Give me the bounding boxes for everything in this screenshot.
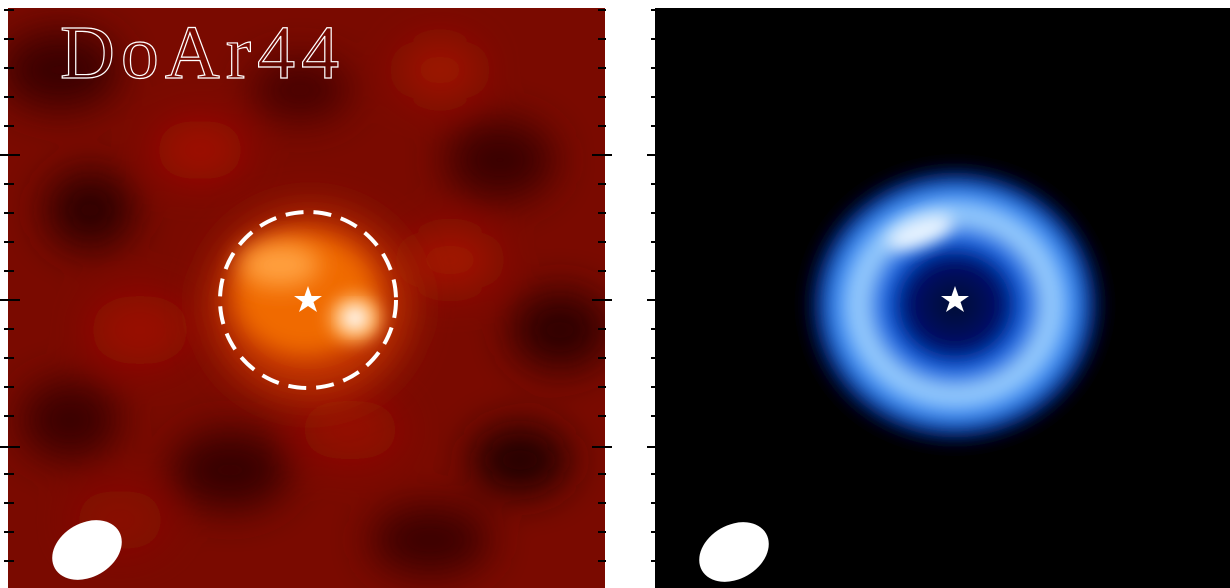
- left-panel: DoAr44: [0, 8, 610, 588]
- right-panel: [655, 8, 1230, 588]
- figure: DoAr44: [0, 0, 1230, 588]
- target-label: DoAr44: [60, 11, 345, 95]
